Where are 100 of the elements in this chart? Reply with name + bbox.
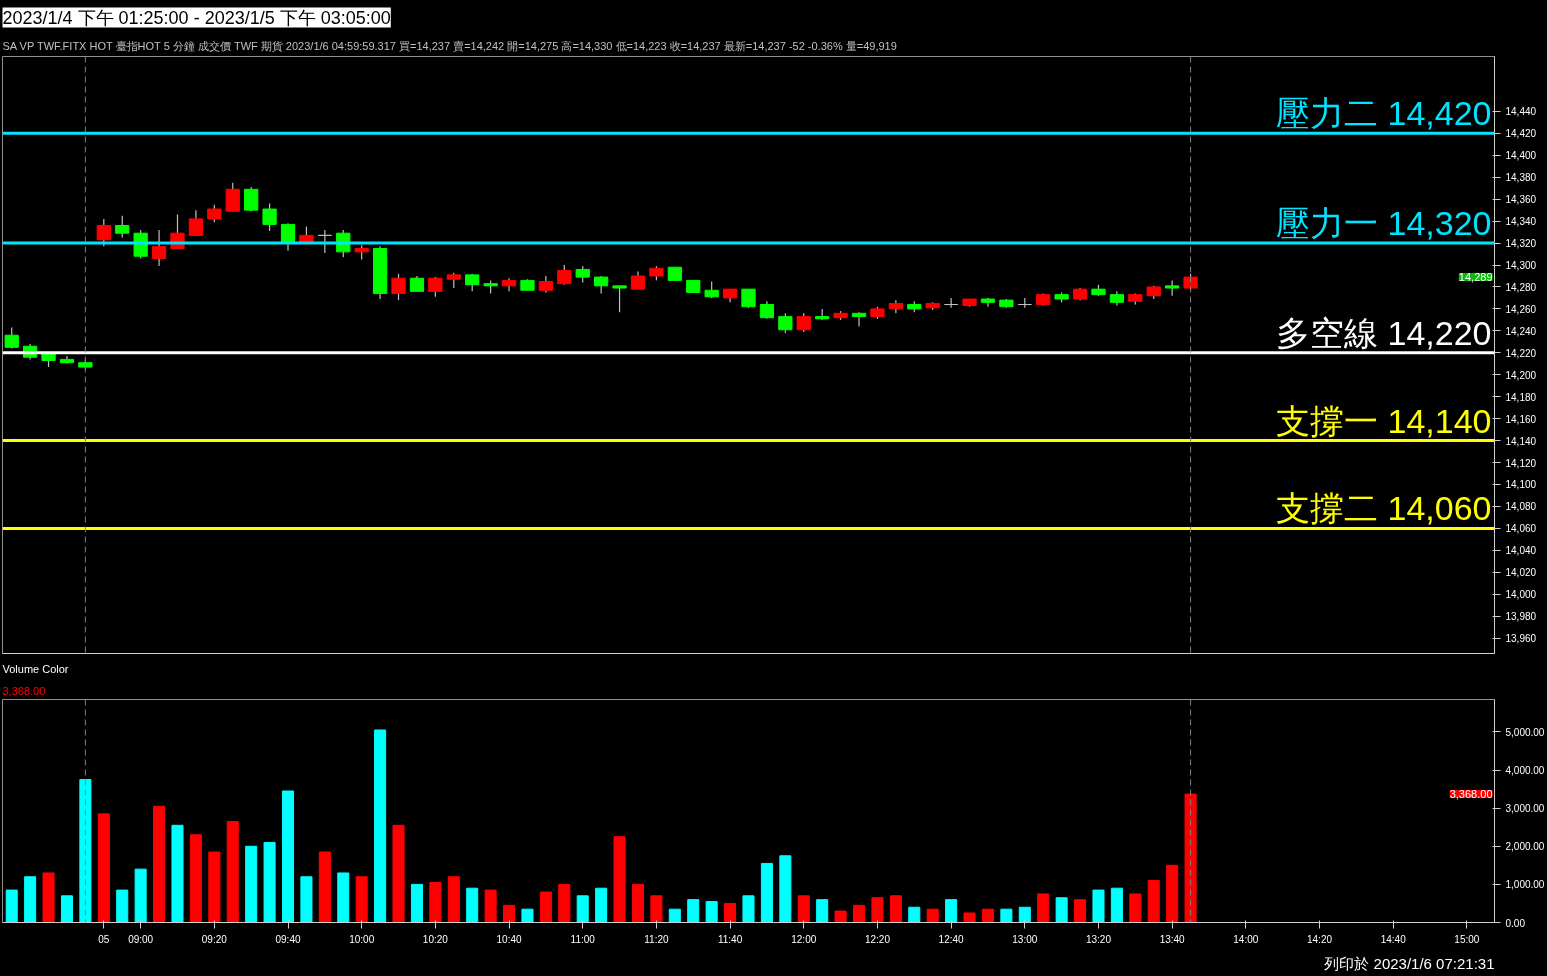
bar — [1000, 908, 1013, 923]
bar — [226, 820, 239, 923]
candlestick — [943, 297, 959, 309]
bar — [245, 845, 258, 923]
x-tick-label: 09:20 — [201, 933, 228, 945]
bar — [889, 895, 902, 923]
x-tick-label: 14:40 — [1380, 933, 1407, 945]
bar — [613, 836, 626, 923]
y-tick-label: 14,440 — [1505, 106, 1537, 118]
chart-title: 2023/1/4 下午 01:25:00 - 2023/1/5 下午 03:05:00 — [2, 7, 391, 28]
y-tick-label: 14,320 — [1505, 238, 1537, 250]
candlestick — [391, 273, 406, 301]
bar — [429, 881, 442, 923]
bar — [816, 899, 829, 923]
candlestick — [225, 182, 240, 212]
bar — [834, 910, 847, 923]
bar — [945, 899, 958, 923]
x-tick-label: 13:20 — [1085, 933, 1112, 945]
bar — [705, 901, 718, 923]
bar — [5, 889, 18, 923]
y-tick-label: 0.00 — [1505, 917, 1526, 929]
candlestick — [188, 209, 204, 236]
bar — [779, 855, 792, 923]
bar — [797, 895, 810, 923]
candlestick — [741, 288, 756, 309]
ref-line-label: 多空線 14,220 — [1276, 313, 1492, 352]
candlestick — [778, 312, 793, 334]
chart-subtitle: SA VP TWF.FITX HOT 臺指HOT 5 分鐘 成交價 TWF 期貨 2023/1/6 04:59:59.317 買=14,237 賣=14,242 開=14,275 高=14,330 低=14,223 收=14,237 最新=14,237 -52 -0.36% 量=49,919 — [2, 39, 897, 52]
y-tick-label: 14,400 — [1505, 150, 1537, 162]
bar — [79, 779, 92, 923]
candlestick — [428, 276, 443, 298]
bar — [650, 895, 663, 923]
y-tick-label: 1,000.00 — [1505, 879, 1545, 891]
x-tick-label: 14:00 — [1233, 933, 1259, 945]
bar — [60, 895, 73, 923]
bar — [852, 904, 866, 923]
x-tick-label: 12:00 — [791, 933, 817, 945]
y-tick-label: 14,240 — [1505, 325, 1537, 337]
y-tick-label: 14,360 — [1505, 194, 1537, 206]
bar — [558, 883, 571, 923]
x-tick-label: 11:00 — [570, 933, 596, 945]
y-tick-label: 14,140 — [1505, 435, 1537, 447]
text: 3,368.00 — [1449, 788, 1493, 801]
y-tick-label: 4,000.00 — [1505, 765, 1545, 777]
x-tick-label: 09:40 — [275, 933, 301, 945]
candlestick — [557, 264, 572, 286]
x-tick-label: 11:40 — [717, 933, 743, 945]
bar — [281, 790, 295, 923]
ref-line-label: 壓力二 14,420 — [1276, 94, 1492, 133]
bar — [374, 729, 387, 923]
bar — [447, 876, 460, 923]
bar — [1129, 893, 1142, 923]
candlestick — [244, 186, 259, 212]
bar — [208, 851, 221, 923]
bar — [24, 876, 37, 923]
y-tick-label: 14,020 — [1505, 567, 1537, 579]
y-tick-label: 13,980 — [1505, 611, 1537, 623]
y-tick-label: 14,000 — [1505, 589, 1537, 601]
ref-line-label: 支撐一 14,140 — [1276, 401, 1492, 440]
y-tick-label: 14,180 — [1505, 391, 1537, 403]
candlestick — [317, 229, 332, 254]
x-tick-label: 13:40 — [1159, 933, 1186, 945]
y-tick-label: 14,120 — [1505, 457, 1537, 469]
bar — [1092, 889, 1105, 923]
candlestick — [796, 312, 811, 333]
y-tick-label: 14,300 — [1505, 260, 1537, 272]
bar — [742, 895, 755, 923]
candlestick — [280, 222, 296, 252]
bar — [189, 834, 202, 923]
bar — [539, 891, 552, 923]
bar — [981, 908, 994, 923]
annotation: 14,289 — [1458, 271, 1493, 284]
y-tick-label: 14,420 — [1505, 128, 1537, 140]
y-tick-label: 14,200 — [1505, 369, 1537, 381]
y-tick-label: 13,960 — [1505, 633, 1537, 645]
bar — [631, 883, 645, 923]
x-tick-label: 12:20 — [864, 933, 891, 945]
bar — [134, 868, 147, 923]
chart-title: Volume Color — [2, 662, 69, 675]
bar — [484, 889, 497, 923]
y-tick-label: 2,000.00 — [1505, 841, 1545, 853]
x-tick-label: 14:20 — [1307, 933, 1333, 945]
x-tick-label: 09:00 — [128, 933, 154, 945]
x-tick-label: 05 — [98, 933, 110, 945]
bar — [1166, 864, 1179, 923]
y-tick-label: 5,000.00 — [1505, 726, 1545, 738]
bar — [668, 908, 681, 923]
candlestick — [851, 311, 867, 328]
text: 3,368.00 — [2, 684, 46, 697]
x-tick-label: 10:20 — [422, 933, 449, 945]
bar — [410, 883, 423, 923]
bar — [300, 876, 313, 923]
y-tick-label: 14,280 — [1505, 281, 1537, 293]
bar — [1074, 899, 1087, 923]
x-tick-label: 15:00 — [1454, 933, 1480, 945]
y-tick-label: 14,220 — [1505, 347, 1537, 359]
y-tick-label: 14,380 — [1505, 172, 1537, 184]
text: 列印於 2023/1/6 07:21:31 — [1324, 954, 1495, 972]
bar — [1037, 893, 1050, 923]
candlestick — [115, 215, 130, 239]
